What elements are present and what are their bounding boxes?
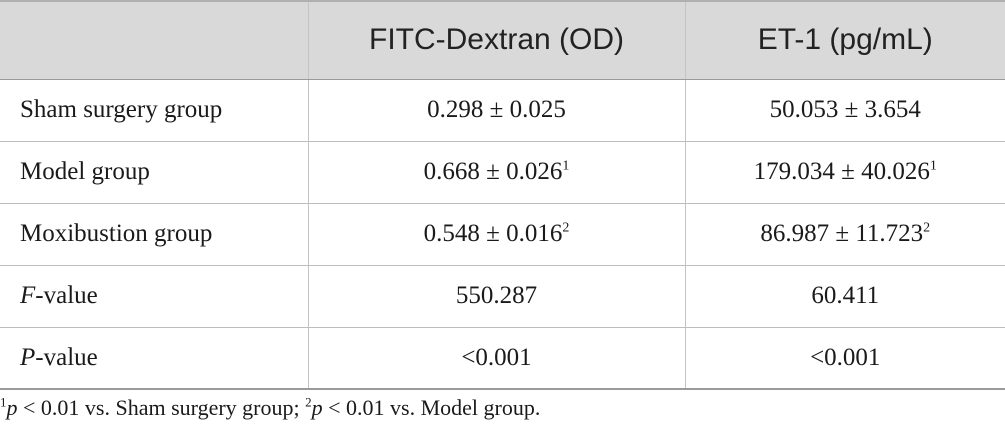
row-label: Moxibustion group [0, 203, 308, 266]
et1-value: 86.987 ± 11.7232 [684, 203, 1005, 266]
table-row: F-value 550.287 60.411 [0, 265, 1005, 328]
row-label: Sham surgery group [0, 79, 308, 142]
table-row: P-value <0.001 <0.001 [0, 327, 1005, 390]
et1-value: 60.411 [684, 265, 1005, 328]
data-table-container: FITC-Dextran (OD) ET-1 (pg/mL) Sham surg… [0, 0, 1005, 390]
fitc-value: 550.287 [307, 265, 685, 328]
table-row: Model group 0.668 ± 0.0261 179.034 ± 40.… [0, 141, 1005, 204]
et1-value: 50.053 ± 3.654 [684, 79, 1005, 142]
et1-value: <0.001 [684, 327, 1005, 390]
et1-value: 179.034 ± 40.0261 [684, 141, 1005, 204]
row-label: P-value [0, 327, 308, 390]
results-table: FITC-Dextran (OD) ET-1 (pg/mL) Sham surg… [0, 0, 1005, 390]
fitc-value: 0.668 ± 0.0261 [307, 141, 685, 204]
fitc-value: 0.548 ± 0.0162 [307, 203, 685, 266]
table-footnote: 1p < 0.01 vs. Sham surgery group; 2p < 0… [0, 394, 541, 420]
header-fitc-dextran: FITC-Dextran (OD) [307, 0, 685, 80]
table-header-row: FITC-Dextran (OD) ET-1 (pg/mL) [0, 0, 1005, 80]
fitc-value: 0.298 ± 0.025 [307, 79, 685, 142]
header-et1: ET-1 (pg/mL) [684, 0, 1005, 80]
table-row: Sham surgery group 0.298 ± 0.025 50.053 … [0, 79, 1005, 142]
row-label: Model group [0, 141, 308, 204]
table-row: Moxibustion group 0.548 ± 0.0162 86.987 … [0, 203, 1005, 266]
fitc-value: <0.001 [307, 327, 685, 390]
row-label: F-value [0, 265, 308, 328]
header-empty [0, 0, 308, 80]
